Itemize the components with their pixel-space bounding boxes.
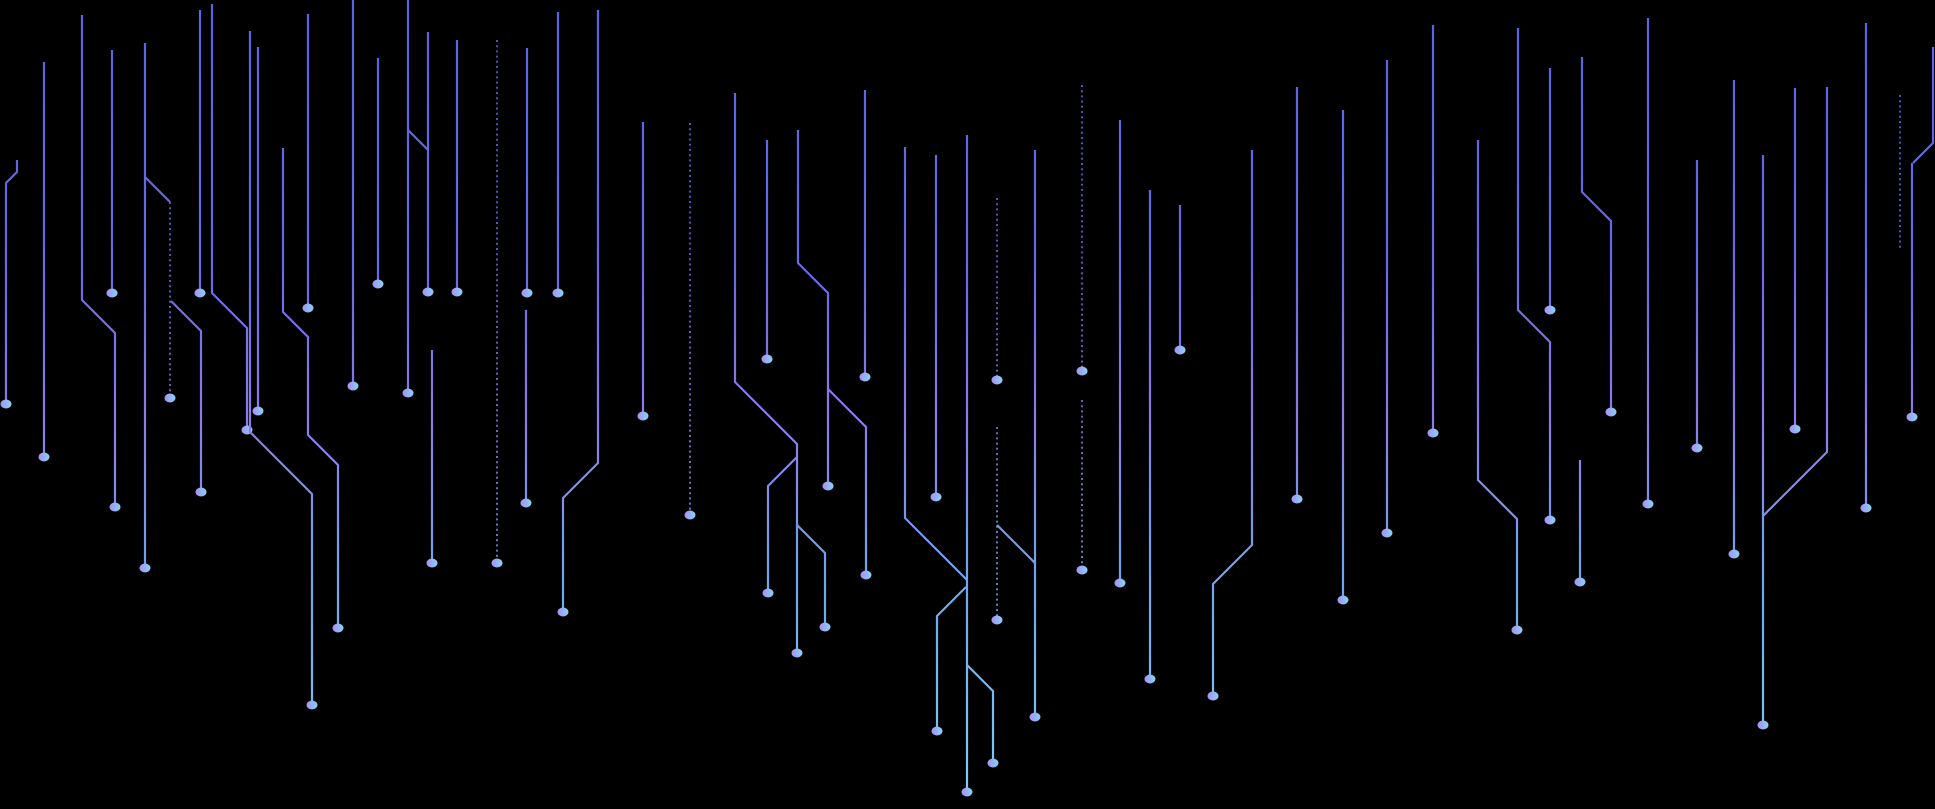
trace-endpoint-dot [860,570,872,580]
circuit-trace [796,130,830,483]
circuit-trace [80,15,117,504]
trace-endpoint-dot [38,452,50,462]
circuit-trace [796,524,827,624]
trace-endpoint-dot [402,388,414,398]
trace-endpoint-dot [422,287,434,297]
circuit-trace [1476,140,1519,627]
trace-endpoint-dot [1642,499,1654,509]
circuit-trace [1912,47,1935,164]
circuit-trace [1211,150,1254,693]
trace-endpoint-dot [1860,503,1872,513]
trace-endpoint-dot [1291,494,1303,504]
trace-endpoint-dot [1511,625,1523,635]
circuit-trace [248,31,314,702]
trace-endpoint-dot [819,622,831,632]
trace-endpoint-dot [1207,691,1219,701]
trace-endpoint-dot [1728,549,1740,559]
circuit-trace [903,147,968,581]
circuit-trace [4,160,19,401]
trace-endpoint-dot [164,393,176,403]
trace-endpoint-dot [637,411,649,421]
trace-endpoint-dot [106,288,118,298]
trace-endpoint-dot [347,381,359,391]
trace-endpoint-dot [1076,565,1088,575]
trace-endpoint-dot [0,399,12,409]
trace-endpoint-dot [762,588,774,598]
trace-endpoint-dot [1906,412,1918,422]
circuit-trace [561,10,600,609]
trace-endpoint-dot [306,700,318,710]
circuit-trace [827,388,868,572]
trace-endpoint-dot [1605,407,1617,417]
circuit-trace [1762,87,1829,517]
circuit-trace [143,43,171,203]
trace-endpoint-dot [372,279,384,289]
trace-endpoint-dot [1029,712,1041,722]
trace-endpoint-dot [1076,366,1088,376]
trace-endpoint-dot [684,510,696,520]
trace-endpoint-dot [1427,428,1439,438]
trace-endpoint-dot [252,406,264,416]
circuit-trace [281,148,340,625]
trace-endpoint-dot [195,487,207,497]
trace-endpoint-dot [961,787,973,797]
trace-endpoint-dot [930,492,942,502]
circuit-trace [966,664,995,760]
trace-endpoint-dot [302,303,314,313]
trace-endpoint-dot [491,558,503,568]
trace-endpoint-dot [451,287,463,297]
trace-endpoint-dot [521,288,533,298]
trace-endpoint-dot [1544,515,1556,525]
trace-endpoint-dot [1574,577,1586,587]
trace-endpoint-dot [1789,424,1801,434]
trace-endpoint-dot [1174,345,1186,355]
circuit-trace [1516,28,1552,517]
trace-endpoint-dot [1144,674,1156,684]
circuit-trace [170,300,203,489]
trace-endpoint-dot [991,375,1003,385]
trace-endpoint-dot [859,372,871,382]
circuit-trace [1580,57,1613,409]
circuit-trace [407,129,429,151]
trace-endpoint-dot [791,648,803,658]
circuit-trace [733,93,799,650]
trace-endpoint-dot [139,563,151,573]
trace-endpoint-dot [1114,578,1126,588]
trace-endpoint-dot [1691,443,1703,453]
trace-endpoint-dot [332,623,344,633]
trace-endpoint-dot [987,758,999,768]
trace-endpoint-dot [1337,595,1349,605]
circuit-trace [996,524,1036,564]
trace-endpoint-dot [991,615,1003,625]
trace-endpoint-dot [426,558,438,568]
trace-endpoint-dot [761,354,773,364]
circuit-trace [210,4,249,427]
trace-endpoint-dot [1544,305,1556,315]
circuit-trace [935,586,967,728]
circuit-trace [766,456,798,590]
trace-endpoint-dot [194,288,206,298]
trace-endpoint-dot [1381,528,1393,538]
trace-endpoint-dot [822,481,834,491]
trace-endpoint-dot [1757,720,1769,730]
trace-endpoint-dot [557,607,569,617]
trace-endpoint-dot [109,502,121,512]
trace-endpoint-dot [552,288,564,298]
trace-endpoint-dot [931,726,943,736]
trace-endpoint-dot [520,498,532,508]
